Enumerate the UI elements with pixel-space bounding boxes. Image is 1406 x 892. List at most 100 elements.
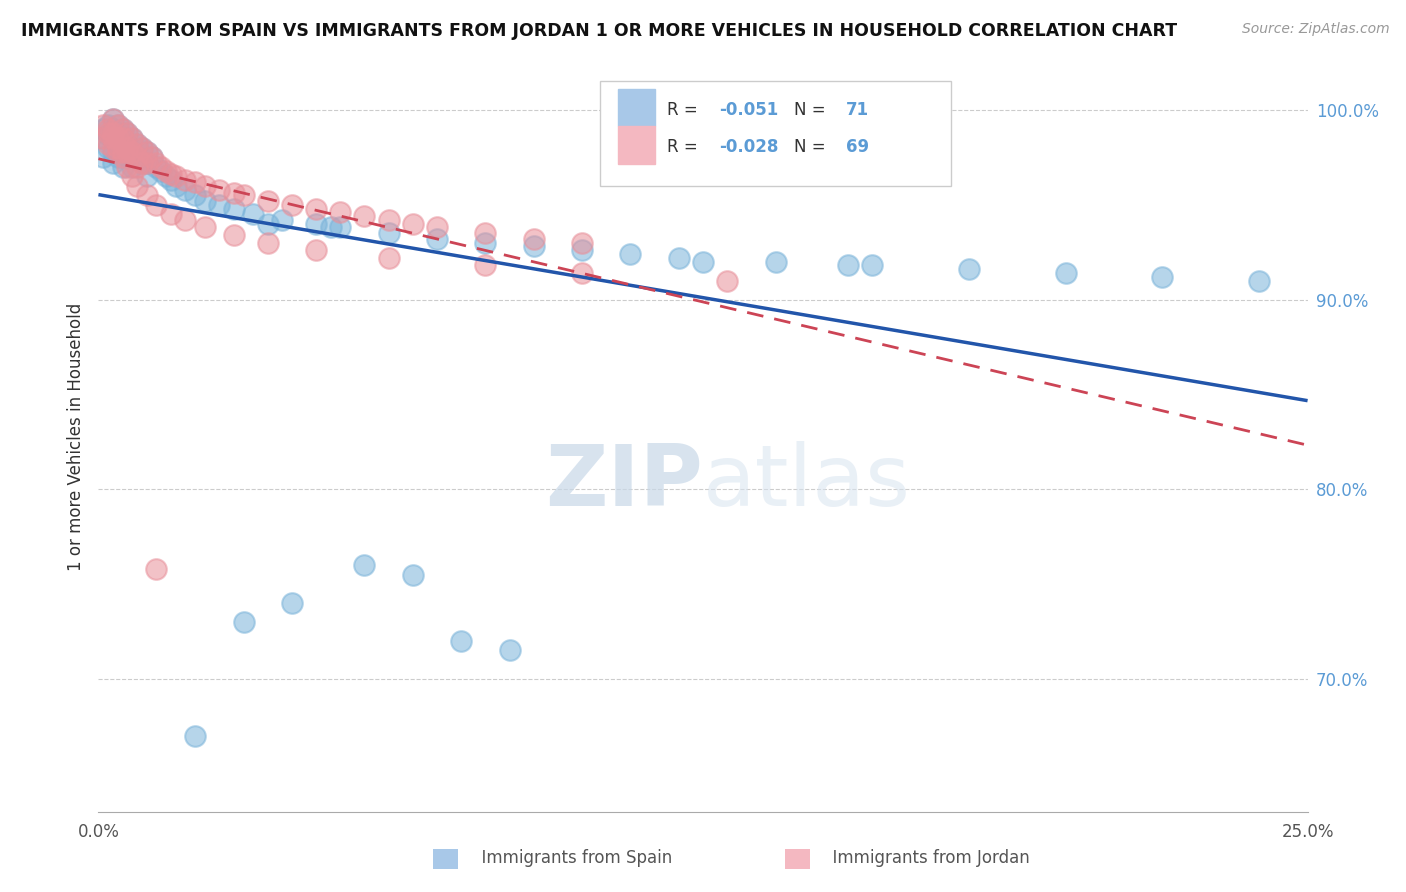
Point xyxy=(571,244,593,258)
Point xyxy=(131,156,153,170)
Point xyxy=(111,160,134,174)
Point xyxy=(474,226,496,240)
Point xyxy=(523,239,546,253)
Point xyxy=(135,169,157,184)
Point xyxy=(111,150,134,164)
Point xyxy=(1054,266,1077,280)
Point xyxy=(256,235,278,250)
Point xyxy=(121,145,143,159)
Point xyxy=(135,156,157,170)
Point xyxy=(101,131,124,145)
Point xyxy=(111,131,134,145)
Point xyxy=(571,235,593,250)
Point xyxy=(117,126,139,140)
Point xyxy=(145,562,167,576)
Point xyxy=(107,118,129,132)
Point xyxy=(232,615,254,629)
Point xyxy=(353,558,375,573)
Point xyxy=(91,131,114,145)
Point xyxy=(160,173,183,187)
Point xyxy=(121,160,143,174)
Point xyxy=(117,145,139,159)
Point xyxy=(160,207,183,221)
Point xyxy=(716,274,738,288)
Point xyxy=(101,121,124,136)
Point xyxy=(426,220,449,235)
Point xyxy=(127,160,149,174)
Point xyxy=(474,235,496,250)
Point xyxy=(271,213,294,227)
Point xyxy=(135,145,157,159)
Point xyxy=(117,141,139,155)
Point xyxy=(377,213,399,227)
Point xyxy=(97,118,120,132)
Point xyxy=(111,131,134,145)
Point xyxy=(150,163,173,178)
Point xyxy=(305,244,328,258)
Point xyxy=(208,182,231,196)
Text: 69: 69 xyxy=(845,138,869,156)
Point xyxy=(107,141,129,155)
Point xyxy=(97,136,120,151)
Point xyxy=(101,112,124,127)
Point xyxy=(97,126,120,140)
Point xyxy=(150,160,173,174)
Point xyxy=(619,247,641,261)
Point xyxy=(145,156,167,170)
Point xyxy=(174,173,197,187)
Point xyxy=(242,207,264,221)
Point xyxy=(107,126,129,140)
Point xyxy=(117,160,139,174)
Point xyxy=(305,217,328,231)
Point xyxy=(135,156,157,170)
Text: -0.051: -0.051 xyxy=(718,101,778,119)
Point xyxy=(127,178,149,193)
Point xyxy=(329,220,352,235)
Point xyxy=(194,194,217,208)
Point xyxy=(160,167,183,181)
Point xyxy=(121,169,143,184)
Point xyxy=(165,178,187,193)
Text: R =: R = xyxy=(666,138,703,156)
Point xyxy=(155,169,177,184)
Point xyxy=(111,145,134,159)
Text: IMMIGRANTS FROM SPAIN VS IMMIGRANTS FROM JORDAN 1 OR MORE VEHICLES IN HOUSEHOLD : IMMIGRANTS FROM SPAIN VS IMMIGRANTS FROM… xyxy=(21,22,1177,40)
Point xyxy=(91,150,114,164)
Point xyxy=(135,145,157,159)
Point xyxy=(145,197,167,211)
Point xyxy=(1249,274,1271,288)
Point xyxy=(101,131,124,145)
Point xyxy=(155,163,177,178)
Point xyxy=(135,188,157,202)
Point xyxy=(194,178,217,193)
Point xyxy=(402,217,425,231)
Point xyxy=(117,126,139,140)
Point xyxy=(208,197,231,211)
Point xyxy=(256,194,278,208)
Point xyxy=(145,160,167,174)
Point xyxy=(837,259,859,273)
Point xyxy=(498,643,520,657)
Point xyxy=(765,254,787,268)
Point xyxy=(111,121,134,136)
Point xyxy=(281,197,304,211)
Point xyxy=(474,259,496,273)
Point xyxy=(141,150,163,164)
Point xyxy=(97,141,120,155)
Text: -0.028: -0.028 xyxy=(718,138,778,156)
Point xyxy=(97,128,120,142)
Point xyxy=(402,567,425,582)
Bar xyxy=(619,88,655,126)
Point xyxy=(101,112,124,127)
Point xyxy=(111,121,134,136)
Point xyxy=(668,251,690,265)
Point xyxy=(107,131,129,145)
Point xyxy=(305,202,328,216)
Point xyxy=(256,217,278,231)
Text: N =: N = xyxy=(793,138,831,156)
Point xyxy=(222,202,245,216)
Point xyxy=(692,254,714,268)
Text: N =: N = xyxy=(793,101,831,119)
Point xyxy=(184,188,207,202)
Point xyxy=(141,150,163,164)
